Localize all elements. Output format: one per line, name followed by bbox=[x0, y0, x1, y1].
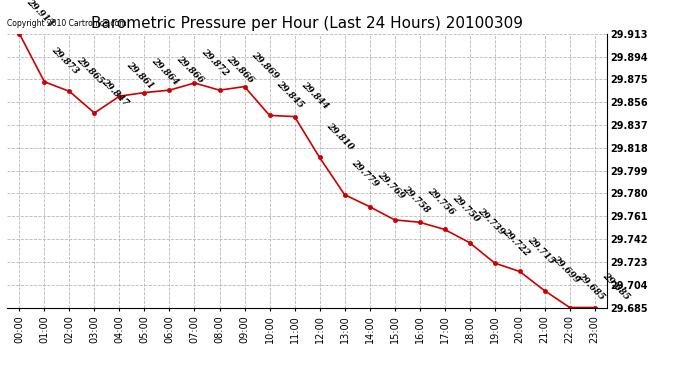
Text: 29.685: 29.685 bbox=[575, 271, 606, 302]
Text: 29.715: 29.715 bbox=[525, 235, 556, 266]
Text: 29.847: 29.847 bbox=[100, 77, 130, 108]
Text: 29.869: 29.869 bbox=[250, 50, 281, 81]
Text: Copyright 2010 Cartronics.com: Copyright 2010 Cartronics.com bbox=[7, 19, 126, 28]
Text: 29.750: 29.750 bbox=[450, 193, 481, 224]
Text: 29.779: 29.779 bbox=[350, 158, 381, 189]
Text: 29.722: 29.722 bbox=[500, 227, 531, 258]
Text: 29.845: 29.845 bbox=[275, 79, 306, 110]
Text: 29.758: 29.758 bbox=[400, 184, 431, 214]
Text: 29.756: 29.756 bbox=[425, 186, 456, 217]
Text: 29.699: 29.699 bbox=[550, 255, 581, 285]
Text: 29.866: 29.866 bbox=[225, 54, 256, 85]
Text: 29.873: 29.873 bbox=[50, 45, 81, 76]
Text: 29.872: 29.872 bbox=[200, 47, 230, 77]
Title: Barometric Pressure per Hour (Last 24 Hours) 20100309: Barometric Pressure per Hour (Last 24 Ho… bbox=[91, 16, 523, 31]
Text: 29.864: 29.864 bbox=[150, 56, 181, 87]
Text: 29.844: 29.844 bbox=[300, 80, 331, 111]
Text: 29.685: 29.685 bbox=[600, 271, 631, 302]
Text: 29.913: 29.913 bbox=[25, 0, 56, 28]
Text: 29.865: 29.865 bbox=[75, 55, 106, 86]
Text: 29.769: 29.769 bbox=[375, 170, 406, 201]
Text: 29.739: 29.739 bbox=[475, 207, 506, 237]
Text: 29.810: 29.810 bbox=[325, 121, 356, 152]
Text: 29.861: 29.861 bbox=[125, 60, 156, 91]
Text: 29.866: 29.866 bbox=[175, 54, 206, 85]
